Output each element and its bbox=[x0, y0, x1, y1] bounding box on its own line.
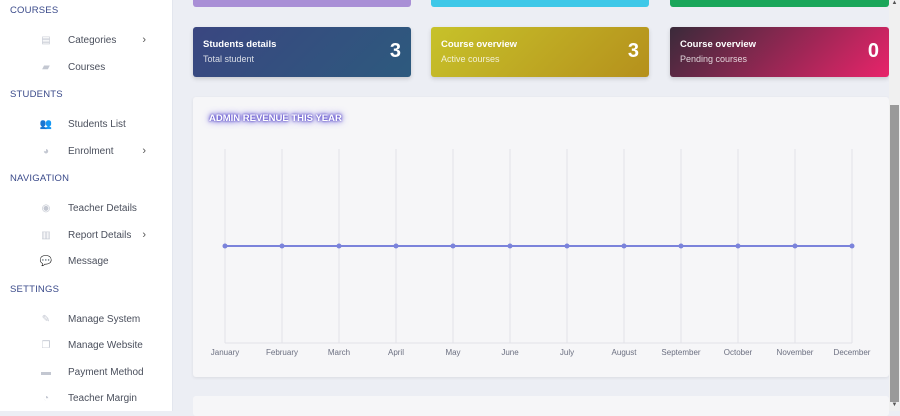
x-tick-label: December bbox=[834, 348, 871, 357]
chevron-right-icon[interactable]: › bbox=[142, 145, 146, 157]
users-icon: 👥 bbox=[39, 118, 53, 130]
chevron-right-icon[interactable]: › bbox=[142, 34, 146, 46]
sidebar-item-manage-system[interactable]: ✎ Manage System bbox=[36, 308, 166, 330]
sidebar-item-teacher-details[interactable]: ◉ Teacher Details bbox=[36, 197, 166, 219]
x-tick-label: July bbox=[560, 348, 574, 357]
x-tick-label: October bbox=[724, 348, 753, 357]
x-tick-label: June bbox=[501, 348, 519, 357]
sidebar-section-title: STUDENTS bbox=[10, 89, 63, 100]
top-strip-1 bbox=[193, 0, 411, 7]
revenue-data-point[interactable] bbox=[507, 243, 513, 249]
card-value: 3 bbox=[627, 40, 639, 62]
revenue-data-point[interactable] bbox=[393, 243, 399, 249]
pie-icon: ◔ bbox=[42, 392, 50, 404]
sidebar-item-label: Message bbox=[68, 255, 109, 267]
sidebar-item-manage-website[interactable]: ❐ Manage Website bbox=[36, 334, 166, 356]
x-tick-label: March bbox=[328, 348, 350, 357]
revenue-data-point[interactable] bbox=[678, 243, 684, 249]
x-tick-label: November bbox=[777, 348, 814, 357]
sidebar-item-label: Categories bbox=[68, 34, 117, 46]
top-strip-3 bbox=[670, 0, 889, 7]
revenue-data-point[interactable] bbox=[735, 243, 741, 249]
sidebar-item-categories[interactable]: ▤ Categories › bbox=[36, 29, 166, 51]
tools-icon: ✎ bbox=[41, 313, 51, 325]
sidebar-item-label: Courses bbox=[68, 61, 106, 73]
chat-icon: 💬 bbox=[39, 255, 53, 267]
sidebar-item-label: Manage System bbox=[68, 313, 141, 325]
pie-chart-icon: ◕ bbox=[42, 145, 50, 157]
card-value: 0 bbox=[867, 40, 879, 62]
card-title: Course overview bbox=[680, 39, 757, 50]
revenue-data-point[interactable] bbox=[450, 243, 456, 249]
revenue-data-point[interactable] bbox=[336, 243, 342, 249]
scroll-thumb[interactable] bbox=[890, 105, 899, 402]
card-value: 3 bbox=[389, 40, 401, 62]
chart-title: ADMIN REVENUE THIS YEAR bbox=[209, 113, 342, 124]
chrome-icon: ◉ bbox=[41, 202, 51, 214]
revenue-data-point[interactable] bbox=[621, 243, 627, 249]
sidebar-section-title: COURSES bbox=[10, 5, 59, 16]
card-subtitle: Pending courses bbox=[680, 54, 748, 64]
main-content: Students details Total student 3 Course … bbox=[174, 0, 890, 416]
pending-courses-card[interactable]: Course overview Pending courses 0 bbox=[670, 27, 889, 77]
book-icon: ▰ bbox=[42, 61, 50, 73]
x-tick-label: September bbox=[661, 348, 700, 357]
students-details-card[interactable]: Students details Total student 3 bbox=[193, 27, 411, 77]
active-courses-card[interactable]: Course overview Active courses 3 bbox=[431, 27, 649, 77]
vertical-scrollbar[interactable]: ▲ ▼ bbox=[889, 0, 900, 411]
revenue-data-point[interactable] bbox=[792, 243, 798, 249]
scroll-down-arrow-icon[interactable]: ▼ bbox=[891, 402, 898, 408]
revenue-line-chart: January February March April May June July Augu… bbox=[211, 149, 871, 357]
top-strip-2 bbox=[431, 0, 649, 7]
revenue-chart-panel: ADMIN REVENUE THIS YEAR January February M… bbox=[193, 97, 889, 377]
sidebar-item-label: Manage Website bbox=[68, 339, 143, 351]
sidebar-item-label: Teacher Details bbox=[68, 202, 137, 214]
copy-icon: ❐ bbox=[41, 339, 51, 351]
x-tick-label: January bbox=[211, 348, 239, 357]
revenue-data-point[interactable] bbox=[222, 243, 228, 249]
x-tick-label: February bbox=[266, 348, 298, 357]
card-subtitle: Active courses bbox=[441, 54, 500, 64]
sidebar-item-students-list[interactable]: 👥 Students List bbox=[36, 113, 166, 135]
sidebar-item-courses[interactable]: ▰ Courses bbox=[36, 56, 166, 78]
card-title: Students details bbox=[203, 39, 277, 50]
sidebar-item-label: Payment Method bbox=[68, 366, 144, 378]
credit-card-icon: ▬ bbox=[41, 366, 51, 378]
scroll-up-arrow-icon[interactable]: ▲ bbox=[891, 0, 898, 6]
x-tick-label: May bbox=[445, 348, 460, 357]
sidebar-item-label: Students List bbox=[68, 118, 126, 130]
card-subtitle: Total student bbox=[203, 54, 255, 64]
revenue-data-point[interactable] bbox=[564, 243, 570, 249]
sidebar: COURSES ▤ Categories › ▰ Courses STUDENTS 👥 Stud… bbox=[0, 0, 173, 411]
sidebar-item-label: Teacher Margin bbox=[68, 392, 137, 404]
x-tick-label: April bbox=[388, 348, 404, 357]
sidebar-item-label: Enrolment bbox=[68, 145, 114, 157]
sidebar-item-enrolment[interactable]: ◕ Enrolment › bbox=[36, 140, 166, 162]
sidebar-section-title: NAVIGATION bbox=[10, 173, 70, 184]
chevron-right-icon[interactable]: › bbox=[142, 229, 146, 241]
sidebar-item-label: Report Details bbox=[68, 229, 132, 241]
revenue-data-point[interactable] bbox=[279, 243, 285, 249]
report-icon: ▥ bbox=[41, 229, 51, 241]
revenue-data-point[interactable] bbox=[849, 243, 855, 249]
bottom-panel bbox=[193, 396, 889, 416]
sidebar-item-teacher-margin[interactable]: ◔ Teacher Margin bbox=[36, 387, 166, 409]
sidebar-item-message[interactable]: 💬 Message bbox=[36, 250, 166, 272]
sidebar-item-payment-method[interactable]: ▬ Payment Method bbox=[36, 361, 166, 383]
x-tick-label: August bbox=[612, 348, 638, 357]
sidebar-item-report-details[interactable]: ▥ Report Details › bbox=[36, 224, 166, 246]
table-icon: ▤ bbox=[41, 34, 51, 46]
sidebar-section-title: SETTINGS bbox=[10, 284, 60, 295]
card-title: Course overview bbox=[441, 39, 518, 50]
